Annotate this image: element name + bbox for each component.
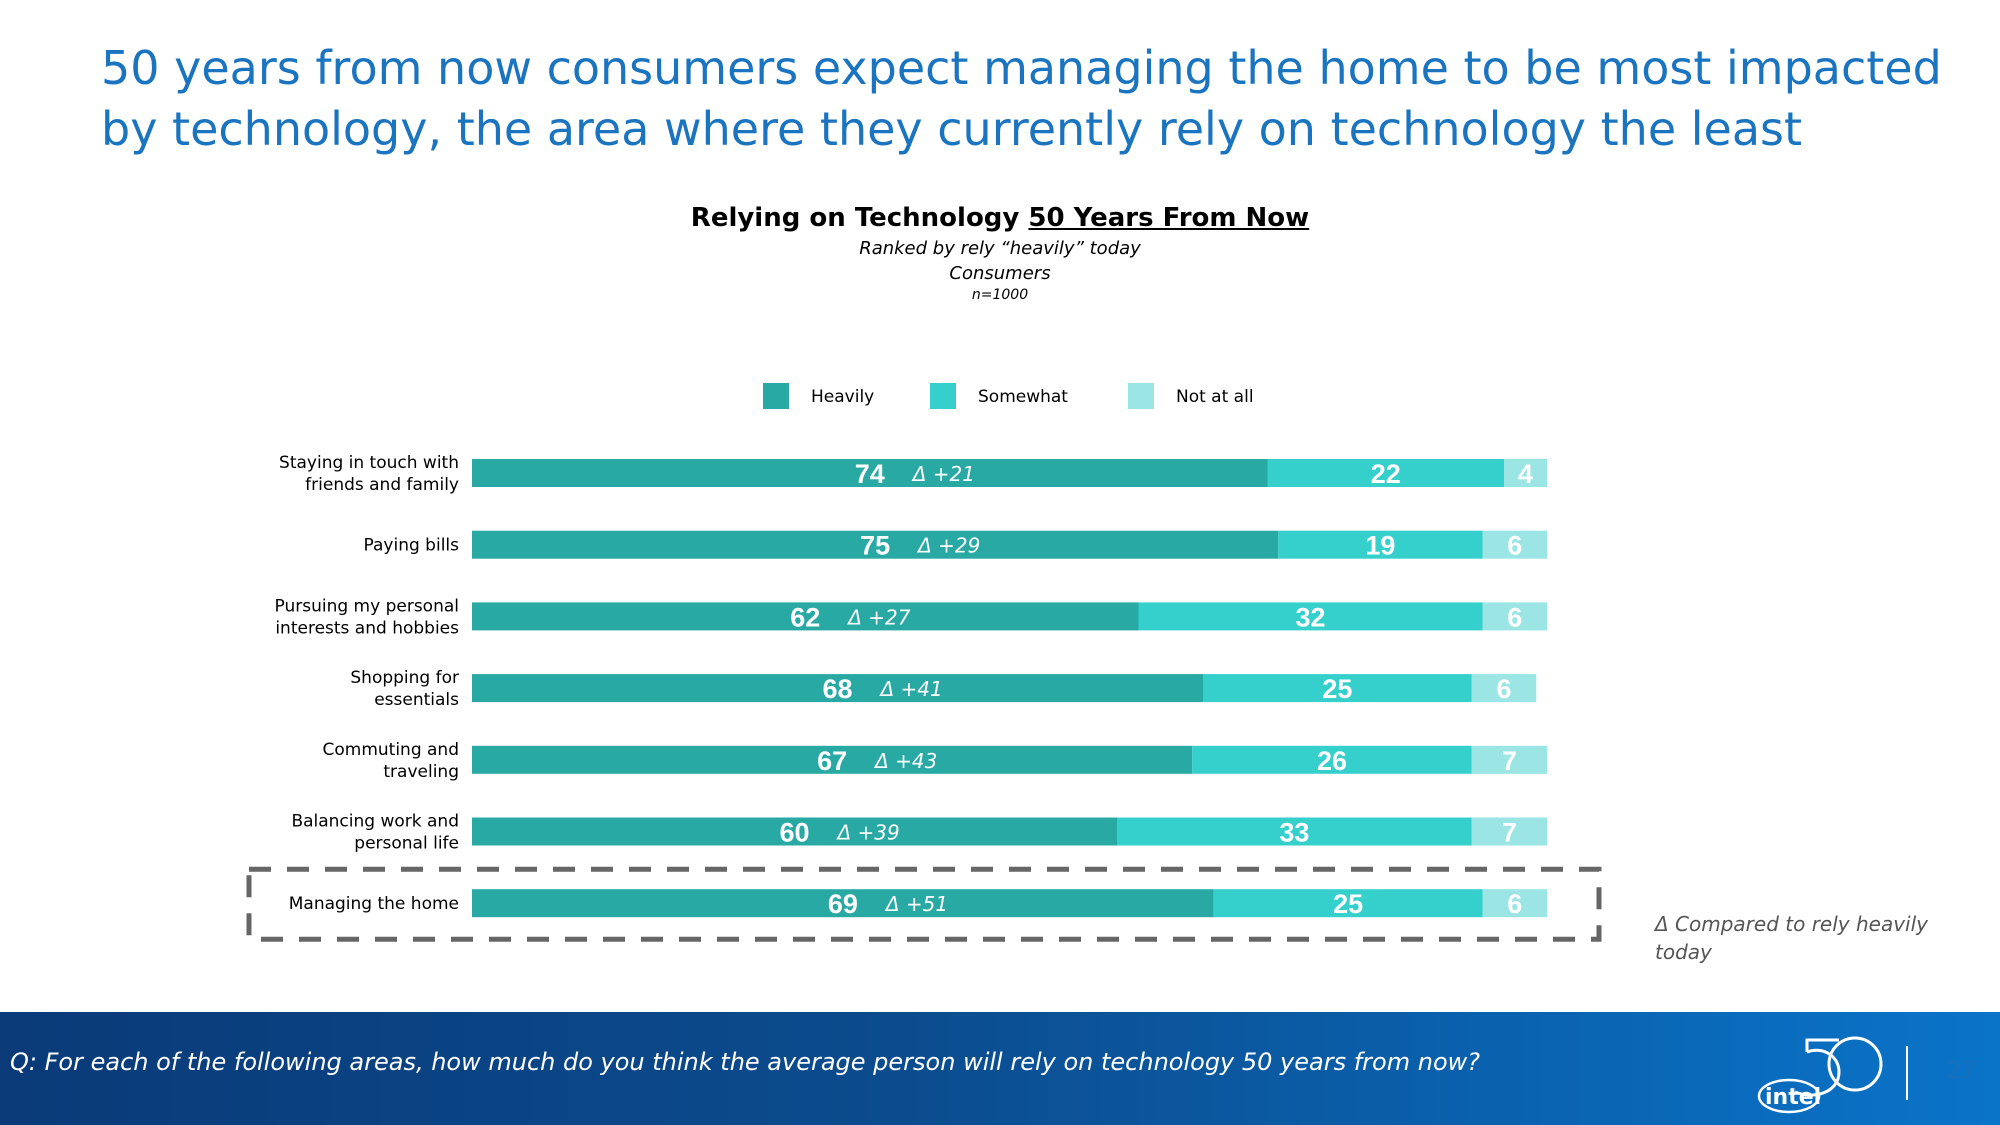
bar-segment-heavily [472,459,1268,487]
logo-divider [1906,1046,1908,1100]
category-label: Pursuing my personal interests and hobbie… [275,596,460,638]
data-label-not-at-all: 4 [1518,459,1533,489]
bar-segment-somewhat [1213,889,1483,918]
bar-segment-not-at-all [1471,674,1537,703]
category-label-line: Pursuing my personal [275,596,459,616]
logo-wordmark: intel [1765,1085,1821,1110]
legend-swatch-somewhat [930,383,956,409]
footer-bar: Q: For each of the following areas, how … [0,1012,2000,1125]
delta-label: Δ +29 [916,534,980,558]
bar-segment-not-at-all [1504,459,1547,487]
data-label-not-at-all: 6 [1496,674,1511,704]
data-label-heavily: 62 [790,602,820,632]
category-label: Commuting and traveling [322,740,459,782]
intel-50-logo: intel [1757,1036,1883,1114]
bar-segment-not-at-all [1471,817,1547,846]
data-label-not-at-all: 6 [1507,531,1522,561]
chart-audience: Consumers [949,263,1051,284]
data-label-somewhat: 19 [1365,531,1395,561]
data-label-heavily: 74 [855,459,885,489]
logo-five-curve [1794,1048,1841,1097]
data-label-heavily: 69 [828,889,858,919]
legend-label-not-at-all: Not at all [1176,387,1254,407]
category-label-line: essentials [374,690,459,710]
category-label: Balancing work and personal life [291,812,459,854]
bar-segment-not-at-all [1482,889,1547,918]
data-label-somewhat: 32 [1295,602,1325,632]
legend-label-heavily: Heavily [811,387,875,407]
data-label-somewhat: 26 [1317,746,1347,776]
survey-question: Q: For each of the following areas, how … [10,1048,1480,1076]
logo-swoosh [1757,1078,1821,1114]
delta-note: Δ Compared to rely heavily today [1655,912,1928,964]
category-label-line: Managing the home [289,894,459,914]
chart-title: Relying on Technology 50 Years From Now [0,203,2000,233]
bar-segment-heavily [472,530,1279,559]
data-label-not-at-all: 7 [1502,746,1517,776]
bar-segment-not-at-all [1482,602,1547,631]
bar-segment-not-at-all [1482,530,1547,559]
category-label-line: traveling [383,762,459,782]
data-label-heavily: 60 [779,818,809,848]
logo-zero [1827,1036,1883,1092]
delta-label: Δ +27 [846,605,911,629]
bar-segment-heavily [472,602,1139,631]
bar-segment-heavily [472,745,1193,774]
page-title: 50 years from now consumers expect manag… [101,41,1942,156]
data-label-heavily: 68 [822,674,852,704]
data-label-not-at-all: 6 [1507,889,1522,919]
logo-five-top [1805,1038,1839,1052]
chart-title-underlined: 50 Years From Now [1028,203,1310,233]
category-label: Managing the home [289,894,459,914]
highlight-box [246,866,1602,942]
stacked-bar-chart: Staying in touch with friends and family 7… [246,453,1602,942]
data-label-not-at-all: 6 [1507,602,1522,632]
category-label-line: Commuting and [322,740,459,760]
bar-segment-not-at-all [1471,745,1547,774]
data-label-heavily: 67 [817,746,847,776]
legend-swatch-not-at-all [1128,383,1154,409]
bar-segment-somewhat [1267,459,1504,487]
category-label-line: interests and hobbies [275,618,459,638]
category-label: Shopping for essentials [350,668,459,710]
data-label-somewhat: 25 [1322,674,1352,704]
delta-label: Δ +39 [836,821,900,845]
data-label-heavily: 75 [860,531,890,561]
data-label-somewhat: 33 [1279,818,1309,848]
chart-sample-size: n=1000 [971,287,1029,303]
bar-segment-somewhat [1192,745,1472,774]
bar-segment-heavily [472,817,1117,846]
category-label: Paying bills [364,536,460,556]
data-label-somewhat: 25 [1333,889,1363,919]
category-label-line: personal life [354,834,459,854]
category-label-line: Paying bills [364,536,460,556]
delta-label: Δ +43 [873,749,937,773]
category-label-line: Balancing work and [291,812,459,832]
bar-segment-heavily [472,674,1203,703]
chart-title-prefix: Relying on Technology [690,203,1029,233]
bar-segment-somewhat [1278,530,1483,559]
delta-label: Δ +51 [884,892,948,916]
bar-segment-somewhat [1203,674,1472,703]
category-label-line: Staying in touch with [279,453,459,473]
chart-subtitle: Ranked by rely “heavily” today [859,238,1141,259]
bar-segment-heavily [472,889,1214,918]
bar-segment-somewhat [1117,817,1472,846]
legend-swatch-heavily [763,383,789,409]
data-label-somewhat: 22 [1371,459,1401,489]
legend-label-somewhat: Somewhat [978,387,1068,407]
page-number: 27 [1946,1056,1977,1084]
delta-label: Δ +21 [911,462,975,486]
bar-segment-somewhat [1138,602,1483,631]
category-label-line: Shopping for [350,668,459,688]
delta-label: Δ +41 [879,677,943,701]
category-label: Staying in touch with friends and family [279,453,459,495]
category-label-line: friends and family [305,475,459,495]
data-label-not-at-all: 7 [1502,818,1517,848]
